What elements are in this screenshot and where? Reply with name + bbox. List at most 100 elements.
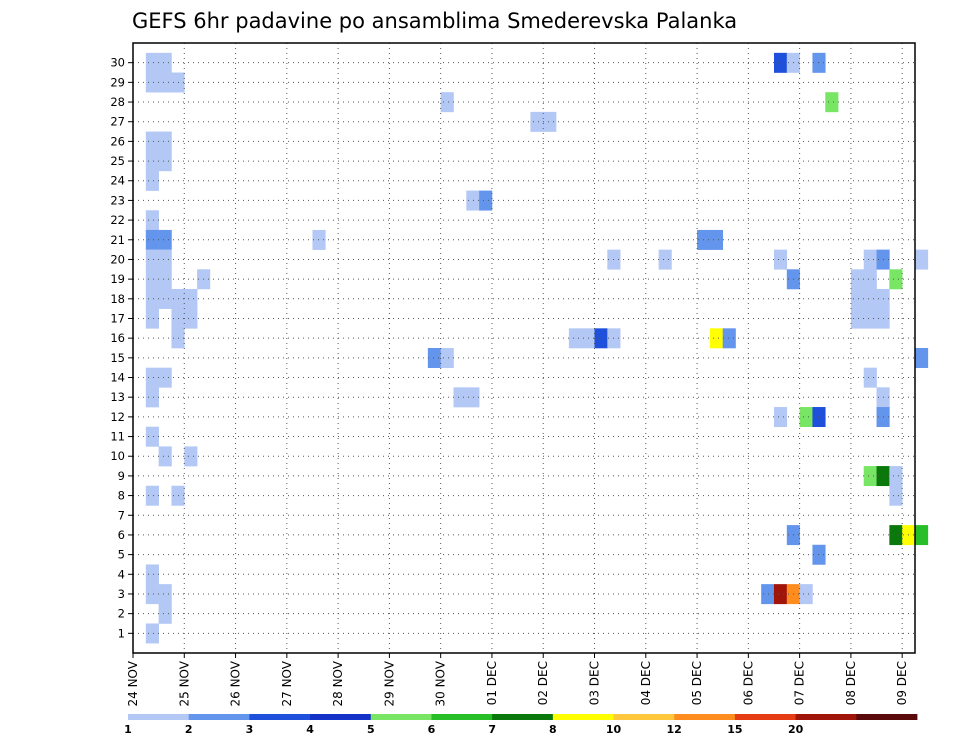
heatmap-cell <box>850 269 865 290</box>
heatmap-cell <box>158 269 172 290</box>
x-tick-label: 09 DEC <box>895 661 909 705</box>
y-tick-label: 28 <box>110 95 125 109</box>
heatmap-cell <box>773 407 788 428</box>
y-tick-label: 21 <box>110 233 125 247</box>
grid-layer <box>132 43 915 653</box>
heatmap-cell <box>773 584 788 605</box>
colorbar-label: 10 <box>606 723 622 736</box>
cells-layer <box>145 52 929 644</box>
y-tick-label: 4 <box>118 567 125 581</box>
heatmap-cell <box>799 407 813 428</box>
heatmap-cell <box>799 584 813 605</box>
heatmap-cell <box>158 52 172 73</box>
colorbar-swatch <box>188 714 250 720</box>
colorbar-label: 15 <box>727 723 742 736</box>
y-tick-label: 5 <box>118 548 125 562</box>
heatmap-cell <box>158 367 172 388</box>
x-tick-label: 05 DEC <box>690 661 704 705</box>
colorbar-label: 12 <box>667 723 682 736</box>
heatmap-cell <box>145 131 159 152</box>
y-tick-label: 7 <box>118 508 125 522</box>
heatmap-cell <box>889 525 903 546</box>
y-tick-label: 8 <box>118 489 125 503</box>
heatmap-cell <box>145 623 159 644</box>
heatmap-cell <box>863 288 877 309</box>
heatmap-cell <box>145 367 159 388</box>
y-tick-label: 12 <box>110 410 125 424</box>
colorbar-swatch <box>492 714 554 720</box>
heatmap-cell <box>915 348 929 368</box>
heatmap-cell <box>773 52 788 73</box>
colorbar-swatch <box>249 714 311 720</box>
heatmap-cell <box>145 52 159 73</box>
x-tick-label: 26 NOV <box>229 660 243 706</box>
heatmap-cell <box>722 328 736 349</box>
heatmap-cell <box>145 72 159 93</box>
heatmap-cell <box>158 249 172 270</box>
y-tick-label: 22 <box>110 213 125 227</box>
heatmap-cell <box>184 288 198 309</box>
x-tick-label: 07 DEC <box>793 661 807 705</box>
colorbar-swatch <box>795 714 857 720</box>
x-tick-label: 04 DEC <box>639 661 653 705</box>
x-tick-label: 02 DEC <box>536 661 550 705</box>
heatmap-cell <box>145 151 159 172</box>
heatmap-cell <box>158 603 172 624</box>
y-tick-label: 24 <box>110 174 125 188</box>
heatmap-cell <box>158 229 172 250</box>
colorbar-label: 8 <box>549 723 557 736</box>
y-tick-label: 2 <box>118 607 125 621</box>
heatmap-cell <box>530 111 544 132</box>
x-tick-label: 30 NOV <box>434 660 448 706</box>
heatmap-cell <box>145 210 159 231</box>
y-tick-label: 17 <box>110 311 125 325</box>
heatmap-cell <box>850 308 865 329</box>
heatmap-cell <box>145 229 159 250</box>
y-tick-label: 6 <box>118 528 125 542</box>
heatmap-cell <box>453 387 467 408</box>
heatmap-cell <box>863 269 877 290</box>
colorbar-label: 5 <box>367 723 375 736</box>
heatmap-cell <box>915 249 929 270</box>
heatmap-cell <box>889 485 903 506</box>
heatmap-cell <box>863 249 877 270</box>
y-tick-label: 11 <box>110 430 125 444</box>
y-tick-label: 29 <box>110 75 125 89</box>
heatmap-cell <box>889 269 903 290</box>
colorbar-label: 2 <box>185 723 193 736</box>
heatmap-cell <box>889 466 903 487</box>
y-tick-label: 19 <box>110 272 125 286</box>
colorbar-label: 4 <box>306 723 314 736</box>
y-tick-label: 9 <box>118 469 125 483</box>
y-tick-label: 20 <box>110 252 125 266</box>
y-tick-label: 1 <box>118 626 125 640</box>
heatmap-cell <box>145 387 159 408</box>
x-tick-label: 01 DEC <box>485 661 499 705</box>
heatmap-cell <box>184 446 198 467</box>
heatmap-cell <box>145 249 159 270</box>
heatmap-cell <box>158 288 172 309</box>
x-tick-label: 28 NOV <box>331 660 345 706</box>
heatmap-cell <box>427 348 441 368</box>
heatmap-cell <box>158 584 172 605</box>
y-tick-label: 15 <box>110 351 125 365</box>
x-tick-label: 08 DEC <box>844 661 858 705</box>
x-tick-label: 25 NOV <box>177 660 191 706</box>
heatmap-cell <box>158 131 172 152</box>
colorbar-label: 20 <box>788 723 804 736</box>
heatmap-cell <box>863 466 877 487</box>
heatmap-cell <box>145 584 159 605</box>
colorbar-swatch <box>674 714 736 720</box>
y-tick-label: 13 <box>110 390 125 404</box>
x-tick-label: 03 DEC <box>588 661 602 705</box>
colorbar-swatch <box>552 714 614 720</box>
heatmap-cell <box>594 328 608 349</box>
heatmap-cell <box>709 328 724 349</box>
y-tick-label: 25 <box>110 154 125 168</box>
heatmap-cell <box>158 446 172 467</box>
heatmap-cell <box>440 92 454 113</box>
colorbar-label: 3 <box>246 723 254 736</box>
y-tick-label: 30 <box>110 56 125 70</box>
heatmap-cell <box>466 190 480 211</box>
y-tick-label: 10 <box>110 449 125 463</box>
